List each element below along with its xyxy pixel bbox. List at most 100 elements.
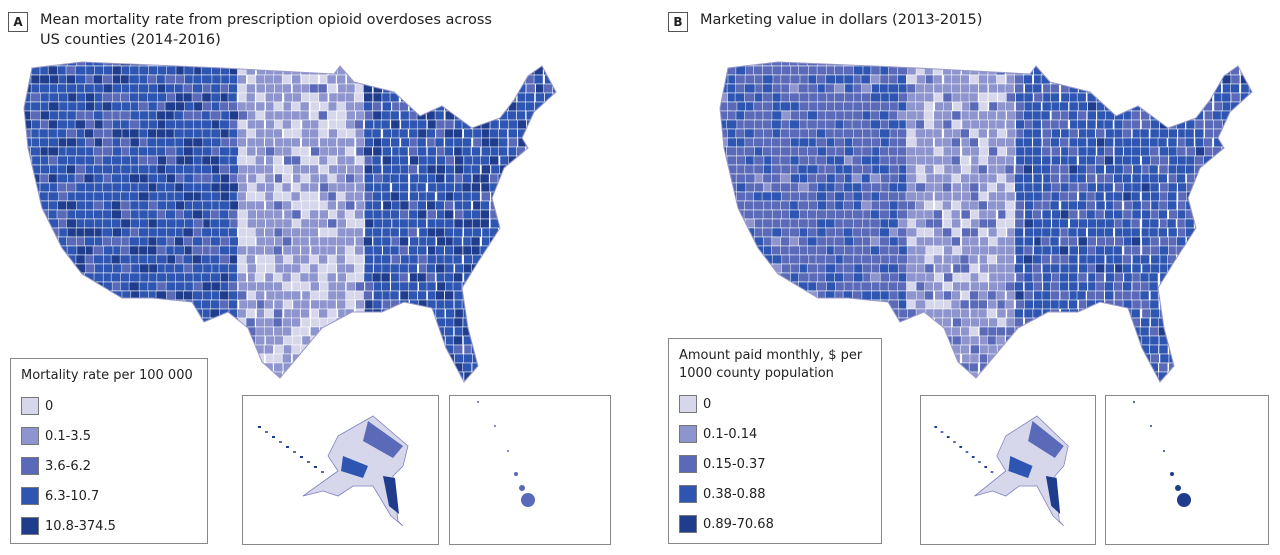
county-cell	[720, 299, 732, 310]
county-cell	[345, 263, 355, 274]
county-cell	[407, 65, 418, 76]
county-cell	[327, 83, 337, 94]
county-cell	[535, 362, 545, 373]
county-cell	[346, 218, 356, 229]
county-cell	[860, 317, 875, 328]
county-cell	[1104, 380, 1115, 382]
county-cell	[309, 380, 319, 382]
county-cell	[997, 317, 1008, 328]
county-cell	[997, 92, 1008, 103]
county-cell	[551, 290, 556, 301]
county-cell	[1113, 74, 1124, 85]
county-cell	[933, 155, 944, 166]
county-cell	[112, 344, 126, 355]
county-cell	[389, 227, 400, 238]
county-cell	[310, 48, 319, 57]
county-cell	[381, 173, 392, 184]
county-cell	[237, 92, 248, 103]
county-cell	[1032, 263, 1042, 274]
county-cell	[255, 227, 265, 238]
county-cell	[915, 362, 929, 373]
county-cell	[1220, 272, 1231, 283]
county-cell	[1077, 344, 1087, 355]
county-cell	[1059, 173, 1070, 184]
county-cell	[942, 371, 952, 382]
county-cell	[1033, 245, 1043, 256]
county-cell	[282, 326, 292, 337]
county-cell	[735, 326, 749, 337]
county-cell	[836, 48, 849, 57]
county-cell	[472, 290, 482, 301]
county-cell	[978, 110, 988, 121]
county-cell	[1104, 146, 1114, 157]
county-cell	[246, 137, 257, 148]
county-cell	[1229, 371, 1240, 382]
county-cell	[1023, 74, 1033, 85]
county-cell	[30, 236, 44, 247]
county-cell	[282, 191, 292, 202]
county-cell	[960, 317, 971, 328]
county-cell	[31, 263, 45, 274]
county-cell	[354, 101, 364, 112]
county-cell	[193, 344, 207, 355]
county-cell	[444, 209, 454, 220]
county-cell	[24, 209, 35, 220]
county-cell	[780, 290, 795, 301]
county-cell	[1068, 371, 1078, 382]
county-cell	[1204, 128, 1214, 139]
county-cell	[1078, 83, 1088, 94]
county-cell	[1023, 326, 1034, 337]
county-cell	[301, 362, 311, 373]
county-cell	[408, 308, 418, 319]
county-cell	[781, 281, 795, 292]
county-cell	[1050, 182, 1061, 193]
county-cell	[1113, 281, 1123, 292]
county-cell	[1095, 299, 1105, 310]
county-cell	[1248, 308, 1252, 319]
county-cell	[1139, 290, 1150, 301]
county-cell	[292, 362, 302, 373]
county-cell	[933, 254, 943, 265]
county-cell	[372, 371, 383, 382]
county-cell	[202, 326, 216, 337]
county-cell	[1113, 173, 1123, 184]
county-cell	[499, 62, 509, 67]
county-cell	[488, 380, 499, 382]
county-cell	[381, 281, 391, 292]
county-cell	[889, 326, 903, 337]
county-cell	[953, 48, 962, 57]
county-cell	[552, 308, 556, 319]
county-cell	[1078, 254, 1089, 265]
county-cell	[1231, 299, 1241, 310]
county-cell	[220, 344, 235, 355]
county-cell	[1230, 335, 1240, 346]
county-cell	[156, 335, 171, 346]
county-cell	[1130, 308, 1141, 319]
county-cell	[916, 353, 931, 364]
county-cell	[1185, 380, 1196, 382]
legend-item: 0	[21, 391, 197, 421]
county-cell	[319, 137, 329, 148]
county-cell	[1157, 137, 1168, 148]
county-cell	[381, 92, 392, 103]
county-cell	[726, 299, 740, 310]
county-cell	[988, 62, 999, 67]
county-cell	[472, 335, 482, 346]
county-cell	[525, 191, 535, 202]
county-cell	[57, 335, 72, 346]
county-cell	[1167, 182, 1178, 193]
county-cell	[292, 48, 301, 57]
county-cell	[1230, 245, 1240, 256]
county-cell	[398, 62, 409, 67]
county-cell	[925, 299, 935, 310]
county-cell	[1131, 119, 1141, 130]
county-cell	[1105, 236, 1115, 247]
county-cell	[1068, 173, 1079, 184]
county-cell	[1230, 308, 1241, 319]
county-cell	[326, 74, 337, 85]
county-cell	[1114, 182, 1124, 193]
county-cell	[137, 326, 152, 337]
county-cell	[454, 353, 464, 364]
county-cell	[362, 335, 373, 346]
county-cell	[237, 290, 247, 301]
